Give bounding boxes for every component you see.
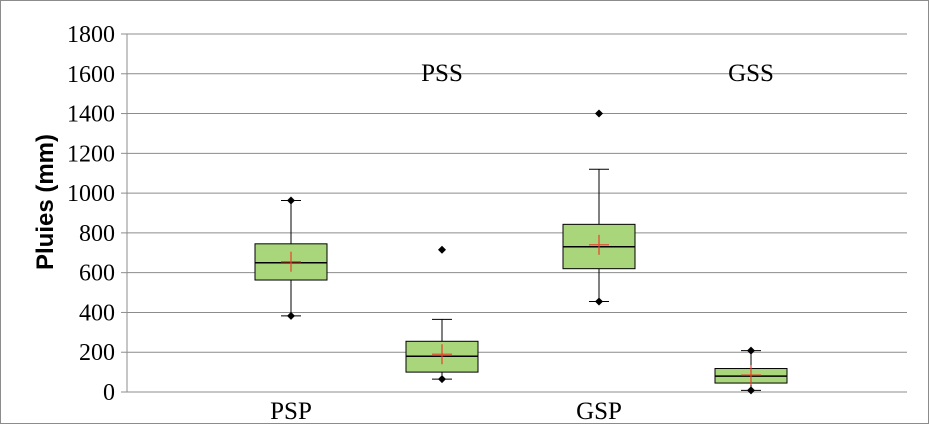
y-tick-label: 600 (79, 261, 115, 287)
outlier-point (438, 375, 446, 384)
y-tick-label: 1000 (67, 181, 115, 207)
y-tick-label: 1400 (67, 102, 115, 128)
category-label-gss: GSS (728, 60, 774, 87)
box-gsp (562, 109, 636, 306)
outlier-point (438, 245, 446, 254)
y-tick-label: 1800 (67, 22, 115, 48)
y-tick-label: 1600 (67, 62, 115, 88)
gridlines (121, 33, 907, 393)
y-tick-label: 200 (79, 340, 115, 366)
category-label-pss: PSS (421, 60, 463, 87)
y-tick-label: 0 (103, 380, 115, 406)
box-series (254, 109, 788, 395)
outlier-point (287, 196, 295, 205)
box-pss (405, 245, 479, 384)
y-tick-label: 800 (79, 221, 115, 247)
y-axis-tick-labels: 0 200 400 600 800 1000 1200 1400 1600 1800 (67, 22, 115, 406)
category-labels: PSP PSS GSP GSS (270, 60, 774, 425)
outlier-point (595, 297, 603, 306)
box-psp (254, 196, 328, 320)
y-tick-label: 400 (79, 300, 115, 326)
category-label-psp: PSP (270, 398, 312, 423)
category-label-gsp: GSP (576, 398, 622, 423)
outlier-point (595, 109, 603, 118)
y-tick-label: 1200 (67, 141, 115, 167)
box-gss (714, 346, 788, 395)
y-axis-label: Pluies (mm) (32, 134, 59, 270)
outlier-point (287, 311, 295, 320)
outlier-point (747, 346, 755, 355)
outlier-point (747, 386, 755, 395)
